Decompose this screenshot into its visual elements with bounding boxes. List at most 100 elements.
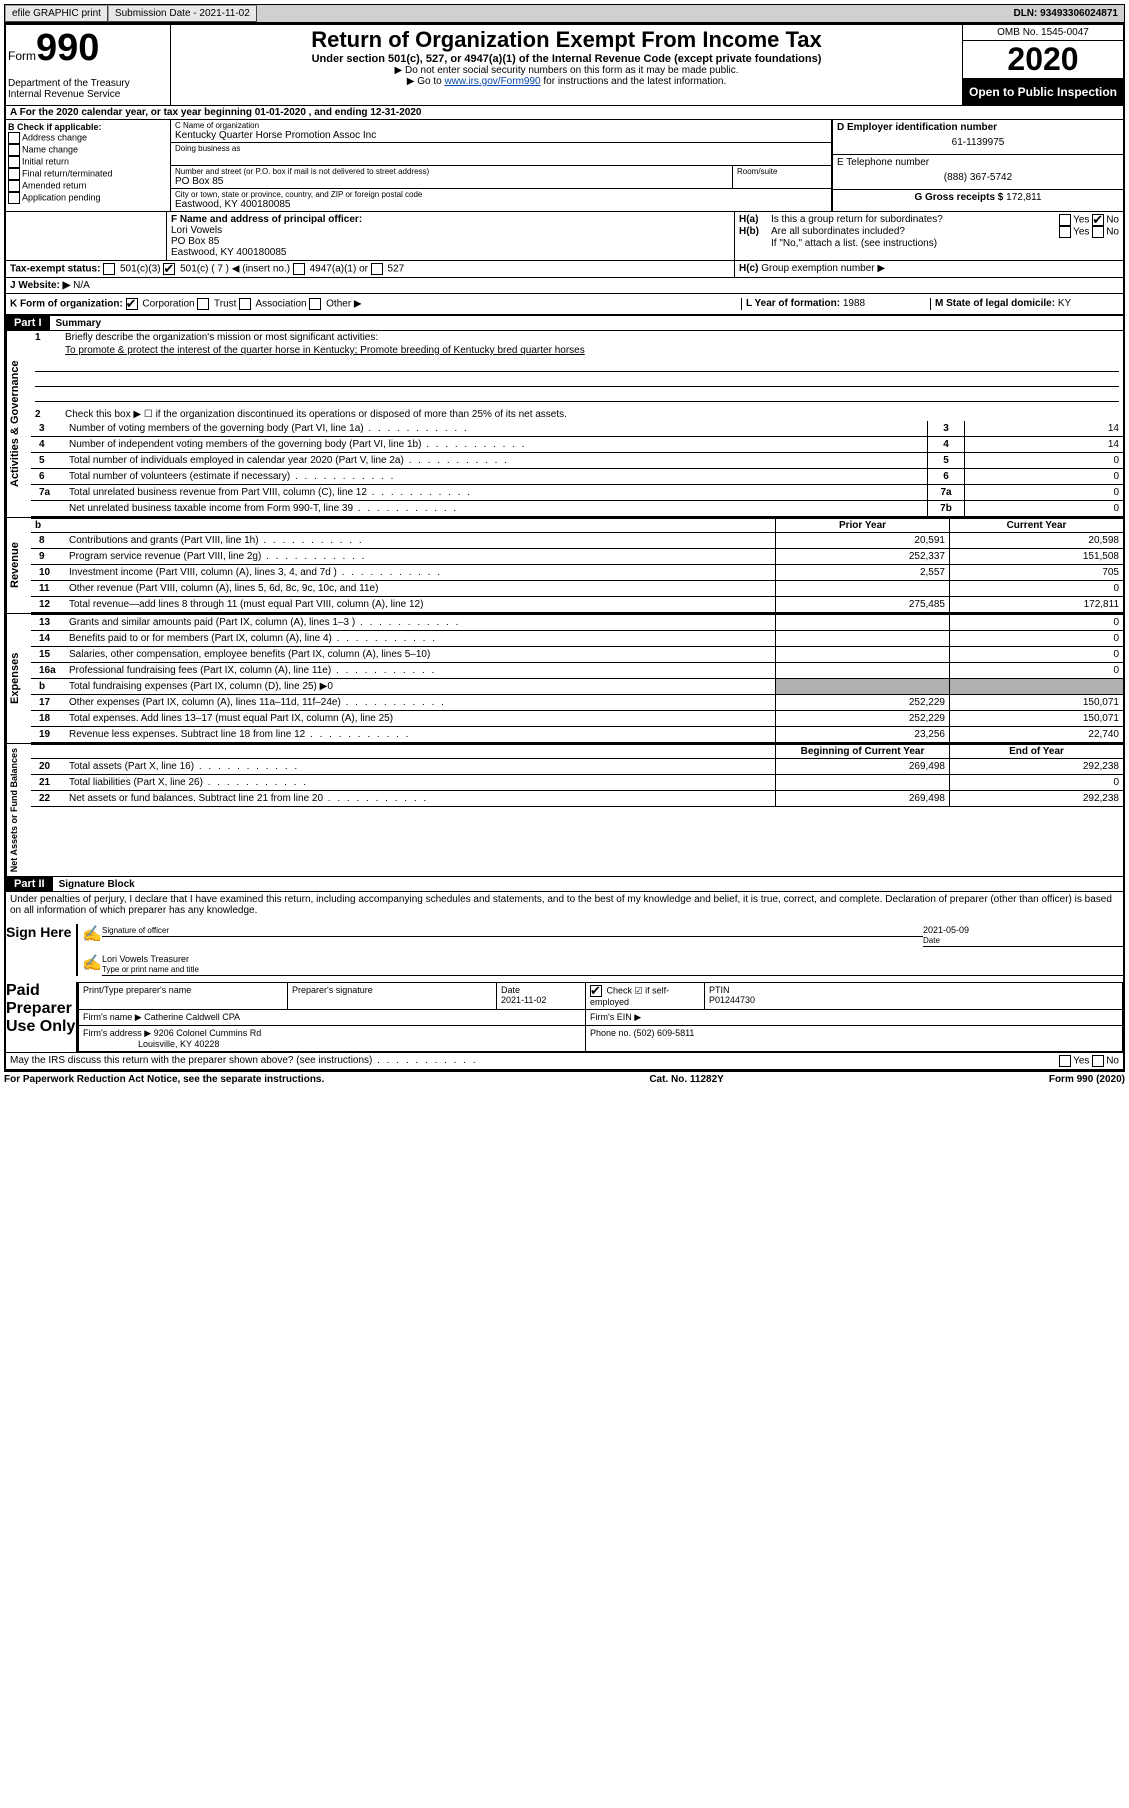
part-2-header: Part II Signature Block	[6, 876, 1123, 892]
line-12-cy: 172,811	[950, 597, 1124, 613]
b-item-3: Final return/terminated	[22, 168, 113, 178]
line-14-text: Benefits paid to or for members (Part IX…	[69, 633, 767, 644]
yes-label-2: Yes	[1073, 227, 1089, 238]
line-14-py	[776, 631, 950, 647]
checkbox-4947[interactable]	[293, 263, 305, 275]
checkbox-corp[interactable]	[126, 298, 138, 310]
checkbox-address-change[interactable]	[8, 132, 20, 144]
checkbox-discuss-no[interactable]	[1092, 1055, 1104, 1067]
checkbox-501c[interactable]	[163, 263, 175, 275]
revenue-vlabel: Revenue	[6, 518, 31, 613]
page-footer: For Paperwork Reduction Act Notice, see …	[4, 1071, 1125, 1087]
line-16a-py	[776, 663, 950, 679]
current-year-header: Current Year	[950, 519, 1124, 533]
checkbox-trust[interactable]	[197, 298, 209, 310]
line-16b-py	[776, 679, 950, 695]
col-b-header: b	[35, 520, 41, 531]
part-2-num: Part II	[6, 877, 53, 891]
checkbox-final-return[interactable]	[8, 168, 20, 180]
line-20-py: 269,498	[776, 759, 950, 775]
b-item-4: Amended return	[22, 180, 87, 190]
line-17-text: Other expenses (Part IX, column (A), lin…	[69, 697, 767, 708]
checkbox-501c3[interactable]	[103, 263, 115, 275]
line-10-cy: 705	[950, 565, 1124, 581]
checkbox-hb-no[interactable]	[1092, 226, 1104, 238]
form-ref: Form 990 (2020)	[1049, 1074, 1125, 1085]
line-21-cy: 0	[950, 775, 1124, 791]
line-6-val: 0	[965, 469, 1124, 485]
part-2-title: Signature Block	[53, 879, 135, 890]
checkbox-self-employed[interactable]	[590, 985, 602, 997]
line-16a-cy: 0	[950, 663, 1124, 679]
no-label-3: No	[1106, 1056, 1119, 1067]
checkbox-initial-return[interactable]	[8, 156, 20, 168]
line-8-text: Contributions and grants (Part VIII, lin…	[69, 535, 767, 546]
street-label: Number and street (or P.O. box if mail i…	[175, 167, 728, 176]
checkbox-name-change[interactable]	[8, 144, 20, 156]
i-d: 527	[388, 264, 405, 275]
governance-vlabel: Activities & Governance	[6, 331, 31, 517]
checkbox-app-pending[interactable]	[8, 192, 20, 204]
line-6-text: Total number of volunteers (estimate if …	[69, 471, 919, 482]
checkbox-ha-no[interactable]	[1092, 214, 1104, 226]
line-18-py: 252,229	[776, 711, 950, 727]
net-py-header: Beginning of Current Year	[776, 745, 950, 759]
mission-blank-2	[35, 372, 1119, 387]
h-c-text: Group exemption number ▶	[761, 263, 885, 274]
print-name-caption: Type or print name and title	[102, 965, 199, 974]
yes-label: Yes	[1073, 215, 1089, 226]
k-a: Corporation	[142, 299, 194, 310]
expenses-vlabel: Expenses	[6, 614, 31, 743]
city-label: City or town, state or province, country…	[175, 190, 827, 199]
checkbox-amended[interactable]	[8, 180, 20, 192]
form-subtitle: Under section 501(c), 527, or 4947(a)(1)…	[175, 53, 958, 65]
dln-label: DLN: 93493306024871	[1007, 6, 1124, 21]
discuss-text: May the IRS discuss this return with the…	[10, 1055, 1059, 1067]
line-12-py: 275,485	[776, 597, 950, 613]
line-4-val: 14	[965, 437, 1124, 453]
line-18-cy: 150,071	[950, 711, 1124, 727]
checkbox-527[interactable]	[371, 263, 383, 275]
i-label: Tax-exempt status:	[10, 264, 100, 275]
ssn-warning: ▶ Do not enter social security numbers o…	[175, 65, 958, 76]
firm-addr1: 9206 Colonel Cummins Rd	[154, 1028, 262, 1038]
checkbox-hb-yes[interactable]	[1059, 226, 1071, 238]
line-17-py: 252,229	[776, 695, 950, 711]
officer-street: PO Box 85	[171, 236, 730, 247]
open-public-badge: Open to Public Inspection	[963, 79, 1123, 105]
line-5-text: Total number of individuals employed in …	[69, 455, 919, 466]
line-19-text: Revenue less expenses. Subtract line 18 …	[69, 729, 767, 740]
line-19-cy: 22,740	[950, 727, 1124, 743]
gross-receipts-value: 172,811	[1006, 192, 1041, 203]
line-3-text: Number of voting members of the governin…	[69, 423, 919, 434]
firm-phone: (502) 609-5811	[634, 1028, 695, 1038]
year-formation: 1988	[843, 298, 865, 309]
firm-addr-label: Firm's address ▶	[83, 1028, 151, 1038]
officer-print-name: Lori Vowels Treasurer	[102, 954, 189, 964]
cat-number: Cat. No. 11282Y	[649, 1074, 723, 1085]
checkbox-assoc[interactable]	[239, 298, 251, 310]
dba-label: Doing business as	[175, 144, 827, 153]
submission-date-button[interactable]: Submission Date - 2021-11-02	[108, 5, 257, 22]
line-3-val: 14	[965, 421, 1124, 437]
pen-icon: ✍	[82, 924, 102, 947]
i-c: 4947(a)(1) or	[310, 264, 368, 275]
irs-link[interactable]: www.irs.gov/Form990	[444, 76, 540, 87]
b-item-2: Initial return	[22, 156, 69, 166]
line-13-cy: 0	[950, 615, 1124, 631]
entity-block: B Check if applicable: Address change Na…	[6, 120, 1123, 211]
efile-print-button[interactable]: efile GRAPHIC print	[5, 5, 108, 22]
form-number: 990	[36, 27, 99, 69]
checkbox-ha-yes[interactable]	[1059, 214, 1071, 226]
line-7a-text: Total unrelated business revenue from Pa…	[69, 487, 919, 498]
checkbox-other[interactable]	[309, 298, 321, 310]
sign-date: 2021-05-09	[923, 925, 969, 935]
checkbox-discuss-yes[interactable]	[1059, 1055, 1071, 1067]
mission-blank-3	[35, 387, 1119, 402]
website-value: N/A	[73, 280, 90, 291]
j-website-label: J Website: ▶	[10, 280, 70, 291]
prior-year-header: Prior Year	[776, 519, 950, 533]
line-15-cy: 0	[950, 647, 1124, 663]
paid-preparer-label: Paid Preparer Use Only	[6, 982, 76, 1052]
firm-addr2: Louisville, KY 40228	[138, 1039, 219, 1049]
